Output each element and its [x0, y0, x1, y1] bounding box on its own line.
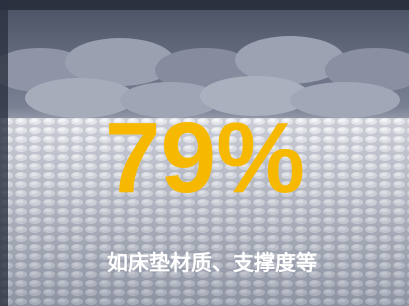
screen: 79% 如床垫材质、支撑度等: [0, 0, 409, 306]
headline: 79%: [105, 102, 305, 214]
caption: 如床垫材质、支撑度等: [107, 251, 317, 275]
top-frame: [0, 0, 409, 10]
left-frame: [0, 0, 8, 306]
